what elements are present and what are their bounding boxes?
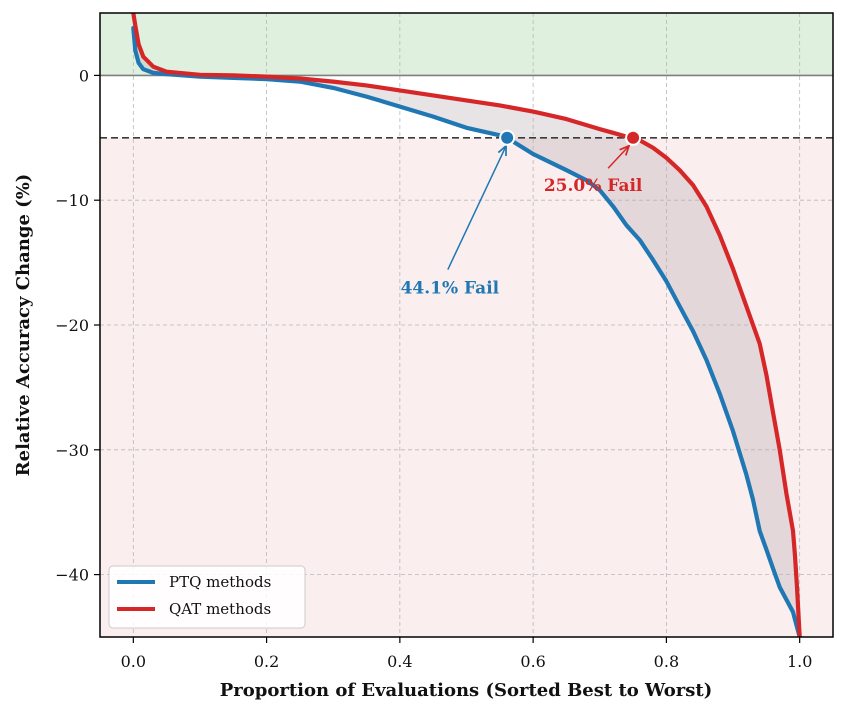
x-tick-label-0: 0.0	[121, 652, 146, 671]
series-line-ptq	[131, 25, 802, 637]
positive-region	[100, 13, 833, 76]
fail-region	[100, 137, 833, 637]
annotation-label-qat: 25.0% Fail	[544, 176, 643, 196]
y-tick-label-2: −20	[55, 316, 89, 335]
legend: PTQ methods QAT methods	[108, 565, 306, 629]
markers-layer: 44.1% Fail 25.0% Fail	[401, 129, 643, 299]
annotation-arrow-qat	[607, 146, 629, 169]
x-tick-label-3: 0.6	[520, 652, 545, 671]
legend-box	[108, 565, 306, 629]
series-line-qat	[131, 13, 802, 637]
annotation-arrow-ptq	[447, 146, 506, 270]
y-tick-label-3: −30	[55, 441, 89, 460]
x-axis-ticks: 0.0 0.2 0.4 0.6 0.8 1.0	[121, 637, 812, 671]
x-tick-label-2: 0.4	[387, 652, 412, 671]
x-tick-label-5: 1.0	[787, 652, 812, 671]
fail-marker-qat	[625, 129, 642, 146]
y-tick-label-0: 0	[79, 66, 89, 85]
annotation-label-ptq: 44.1% Fail	[401, 279, 500, 299]
x-axis-title: Proportion of Evaluations (Sorted Best t…	[220, 680, 713, 701]
legend-label-qat: QAT methods	[169, 600, 271, 618]
x-tick-label-1: 0.2	[254, 652, 279, 671]
series-layer	[131, 13, 802, 637]
between-series-fill	[133, 13, 800, 637]
legend-label-ptq: PTQ methods	[169, 573, 271, 591]
y-tick-label-4: −40	[55, 566, 89, 585]
y-axis-title: Relative Accuracy Change (%)	[13, 174, 34, 477]
y-axis-ticks: 0 −10 −20 −30 −40	[55, 66, 100, 585]
x-tick-label-4: 0.8	[654, 652, 679, 671]
fail-marker-ptq	[499, 129, 516, 146]
y-tick-label-1: −10	[55, 191, 89, 210]
